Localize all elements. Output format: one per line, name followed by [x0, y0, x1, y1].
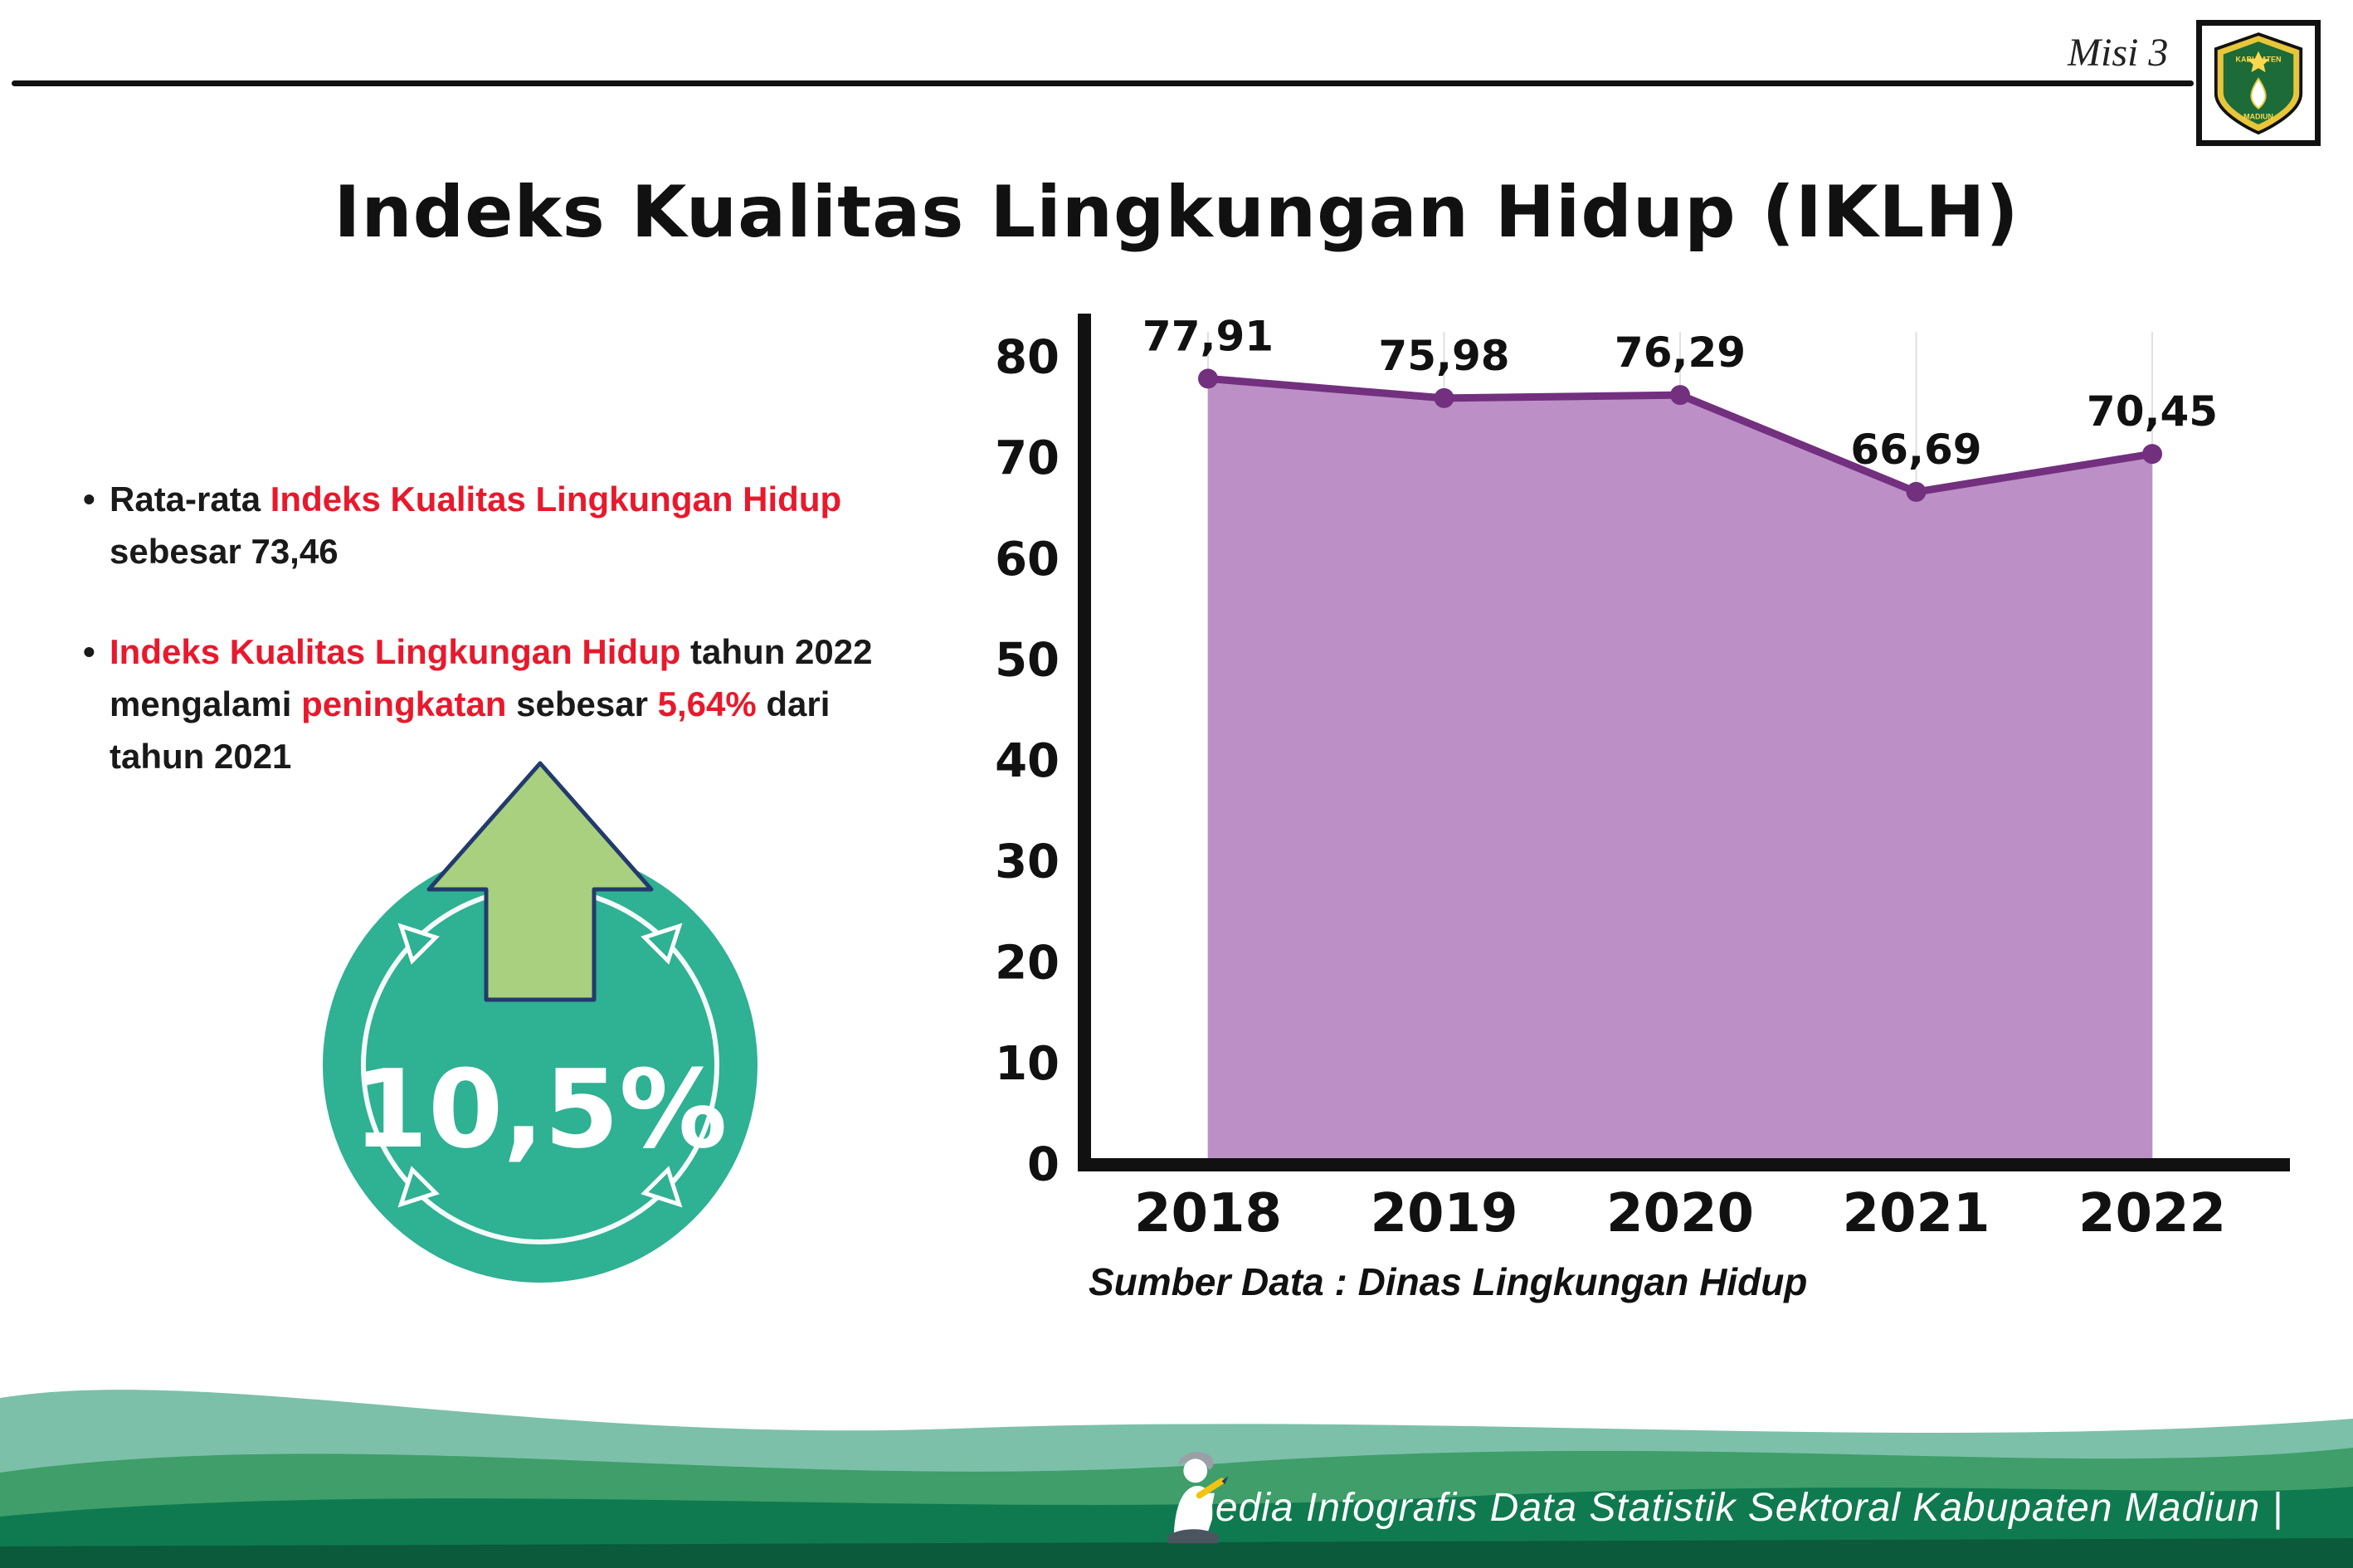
data-point	[1670, 385, 1690, 406]
up-arrow-icon	[426, 761, 654, 1002]
iklh-chart-area: 77,91 75,98 76,29 66,69 70,45 0 10 20 30 40 50 60 70…	[979, 307, 2323, 1303]
data-point	[2142, 444, 2162, 465]
data-point	[1198, 368, 1218, 389]
y-tick-label: 50	[995, 633, 1060, 687]
text-segment: Indeks Kualitas Lingkungan Hidup	[270, 480, 842, 519]
y-tick-label: 40	[995, 734, 1060, 788]
data-point	[1906, 481, 1927, 502]
text-segment: Indeks Kualitas Lingkungan Hidup	[110, 632, 681, 671]
increase-badge: 10,5%	[299, 747, 780, 1294]
y-tick-label: 80	[995, 331, 1060, 385]
badge-circle	[323, 848, 758, 1283]
area-fill	[1208, 378, 2152, 1165]
value-label: 76,29	[1615, 329, 1746, 377]
y-tick-label: 20	[995, 936, 1060, 990]
y-tick-label: 60	[995, 533, 1060, 587]
bullet-average-iklh: Rata-rata Indeks Kualitas Lingkungan Hid…	[83, 473, 904, 577]
x-tick-label: 2019	[1370, 1183, 1518, 1244]
text-segment: Rata-rata	[110, 480, 270, 519]
value-label: 77,91	[1142, 312, 1274, 360]
footer-caption: Media Infografis Data Statistik Sektoral…	[1181, 1486, 2283, 1530]
page-title: Indeks Kualitas Lingkungan Hidup (IKLH)	[334, 170, 2019, 254]
badge-percentage-value: 10,5%	[353, 1046, 727, 1172]
misi-label: Misi 3	[2068, 31, 2169, 75]
footer-wave-decoration	[0, 1390, 2353, 1568]
bullet-increase-iklh: Indeks Kualitas Lingkungan Hidup tahun 2…	[83, 626, 904, 782]
value-label: 70,45	[2087, 387, 2218, 436]
kabupaten-madiun-crest-icon: KABUPATEN MADIUN	[2214, 32, 2303, 135]
top-divider-line	[12, 80, 2194, 86]
y-tick-label: 0	[1027, 1138, 1060, 1192]
data-source-caption: Sumber Data : Dinas Lingkungan Hidup	[1089, 1260, 1808, 1303]
text-segment: sebesar 73,46	[110, 532, 339, 571]
value-label: 66,69	[1850, 426, 1981, 474]
writer-mascot-icon	[1167, 1452, 1229, 1544]
summary-bullets: Rata-rata Indeks Kualitas Lingkungan Hid…	[83, 473, 904, 830]
y-tick-label: 70	[995, 431, 1060, 485]
x-tick-label: 2018	[1134, 1183, 1282, 1244]
text-segment: dari tahun 2021	[110, 684, 831, 776]
text-segment: tahun 2022 mengalami	[110, 632, 873, 723]
data-point	[1434, 387, 1454, 408]
increase-badge-graphic: 10,5%	[323, 761, 758, 1283]
logo-top-text: KABUPATEN	[2236, 55, 2282, 63]
text-segment: peningkatan	[301, 684, 507, 723]
y-tick-label: 10	[995, 1037, 1060, 1091]
logo-bottom-text: MADIUN	[2243, 113, 2273, 121]
y-tick-label: 30	[995, 835, 1060, 889]
x-tick-label: 2021	[1842, 1183, 1990, 1244]
kabupaten-madiun-logo: KABUPATEN MADIUN	[2196, 20, 2321, 146]
x-tick-label: 2022	[2078, 1183, 2226, 1244]
text-segment: 5,64%	[657, 684, 757, 723]
x-tick-label: 2020	[1606, 1183, 1754, 1244]
badge-ring-triangles	[397, 923, 683, 1208]
iklh-area-chart: 77,91 75,98 76,29 66,69 70,45 0 10 20 30 40 50 60 70…	[995, 312, 2290, 1244]
value-label: 75,98	[1378, 332, 1509, 380]
text-segment: sebesar	[506, 684, 658, 723]
